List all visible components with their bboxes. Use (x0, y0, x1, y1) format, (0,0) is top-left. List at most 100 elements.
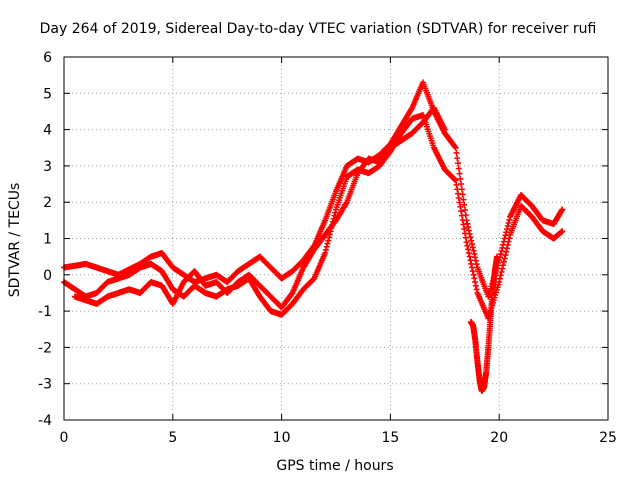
data-point (472, 282, 479, 289)
y-tick-label: 3 (43, 159, 52, 175)
data-point (455, 195, 462, 202)
y-tick-label: 5 (43, 86, 52, 102)
data-point (455, 165, 462, 172)
data-point (496, 275, 503, 282)
data-point (455, 160, 462, 167)
data-point (325, 237, 332, 244)
data-point (462, 234, 469, 241)
series-trace-a (61, 79, 566, 300)
data-point (502, 252, 509, 259)
data-point (469, 268, 476, 275)
data-point (504, 241, 511, 248)
data-point (455, 190, 462, 197)
data-point (503, 245, 510, 252)
data-point (470, 247, 477, 254)
chart-title: Day 264 of 2019, Sidereal Day-to-day VTE… (40, 21, 597, 37)
data-point (467, 257, 474, 264)
data-point (503, 248, 510, 255)
data-point (506, 235, 513, 242)
data-point (323, 243, 330, 250)
y-axis-label: SDTVAR / TECUs (7, 183, 23, 298)
data-point (503, 226, 510, 233)
data-point (451, 143, 458, 150)
data-point (460, 196, 467, 203)
data-point (466, 253, 473, 260)
data-point (324, 240, 331, 247)
data-point (499, 265, 506, 272)
data-point (494, 253, 501, 260)
data-point (454, 155, 461, 162)
data-point (505, 238, 512, 245)
data-point (465, 227, 472, 234)
data-point (464, 220, 471, 227)
data-point (497, 251, 504, 258)
data-point (468, 237, 475, 244)
x-tick-label: 5 (168, 430, 177, 446)
series-trace-dip (467, 253, 501, 394)
data-point (472, 254, 479, 261)
x-tick-label: 10 (273, 430, 291, 446)
data-point (472, 279, 479, 286)
x-tick-label: 20 (490, 430, 508, 446)
data-point (471, 251, 478, 258)
y-tick-label: -1 (38, 304, 52, 320)
data-point (472, 257, 479, 264)
data-point (559, 228, 566, 235)
data-point (465, 250, 472, 257)
data-point (458, 208, 465, 215)
data-point (322, 246, 329, 253)
data-point (453, 181, 460, 188)
data-point (456, 170, 463, 177)
data-point (497, 272, 504, 279)
y-tick-label: -4 (38, 413, 52, 429)
x-axis-label: GPS time / hours (276, 458, 393, 474)
series-trace-c (71, 104, 448, 311)
data-point (461, 225, 468, 232)
y-tick-label: 0 (43, 268, 52, 284)
data-point (469, 264, 475, 271)
y-tick-label: 4 (43, 123, 52, 139)
data-point (461, 201, 468, 208)
data-point (471, 275, 478, 282)
data-point (473, 261, 480, 268)
data-point (460, 221, 467, 228)
data-point (459, 191, 466, 198)
data-point (457, 203, 464, 210)
data-point (559, 206, 566, 213)
data-point (469, 244, 476, 251)
grid-layer (64, 57, 608, 420)
data-point (468, 260, 475, 267)
data-point (504, 223, 511, 230)
data-point (506, 216, 513, 223)
data-point (465, 224, 472, 231)
y-tick-label: 1 (43, 232, 52, 248)
series-layer (61, 79, 566, 394)
data-point (332, 209, 339, 216)
data-point (452, 144, 459, 151)
data-point (496, 279, 503, 286)
data-point (462, 206, 469, 213)
data-point (462, 230, 469, 237)
data-point (501, 255, 508, 262)
tick-layer: 0 5 10 15 20 25 -4 -3 -2 -1 0 1 2 3 4 5 6 (38, 50, 617, 446)
data-point (459, 217, 466, 224)
data-point (326, 234, 333, 241)
data-point (454, 186, 461, 193)
data-point (322, 250, 329, 257)
data-point (465, 246, 472, 253)
data-point (505, 219, 512, 226)
data-point (500, 262, 507, 269)
data-point (464, 242, 471, 249)
data-point (463, 239, 470, 246)
data-point (469, 240, 475, 247)
data-point (498, 247, 505, 254)
data-point (473, 286, 480, 293)
data-point (452, 177, 459, 184)
x-tick-label: 25 (599, 430, 617, 446)
data-point (498, 268, 505, 275)
y-tick-label: -3 (38, 377, 52, 393)
y-tick-label: 6 (43, 50, 52, 66)
data-point (458, 212, 465, 219)
data-point (451, 176, 458, 183)
